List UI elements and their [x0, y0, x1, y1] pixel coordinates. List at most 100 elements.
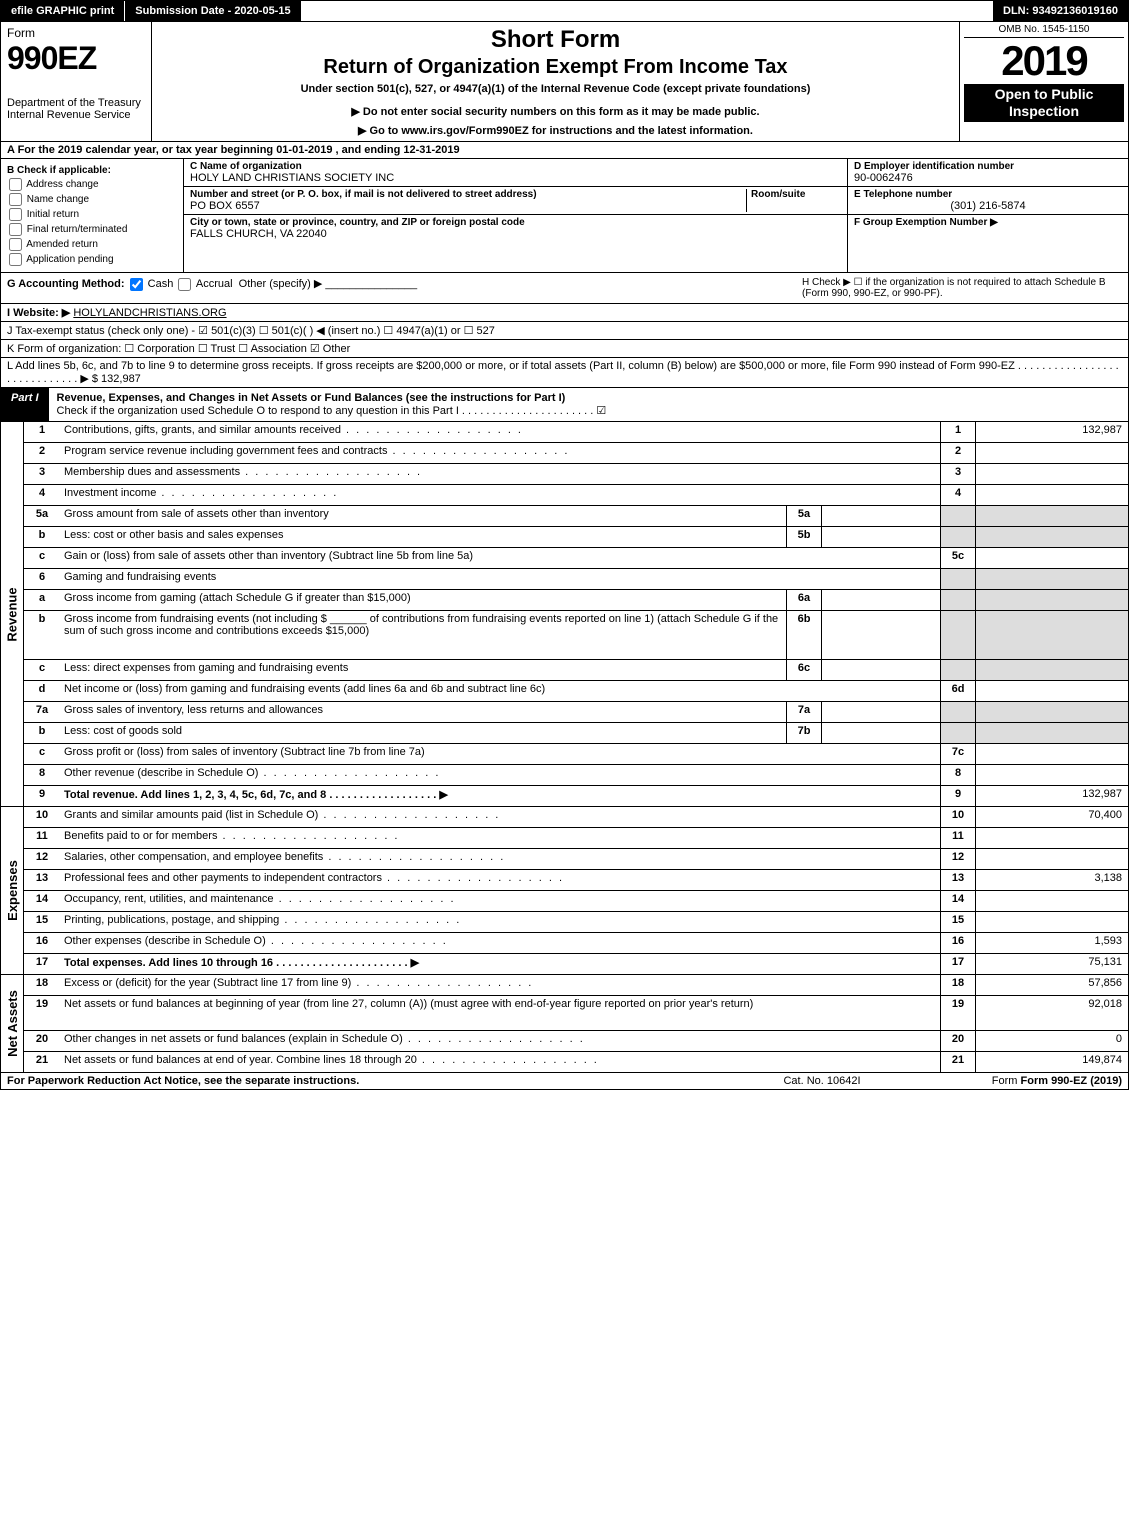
g-accrual-check[interactable]	[178, 278, 191, 291]
name-label: C Name of organization	[190, 161, 841, 172]
section-i: I Website: ▶ HOLYLANDCHRISTIANS.ORG	[0, 304, 1129, 322]
line-7a: 7aGross sales of inventory, less returns…	[24, 702, 1128, 723]
room-label: Room/suite	[751, 189, 841, 200]
netassets-lines: 18Excess or (deficit) for the year (Subt…	[24, 975, 1128, 1072]
org-name: HOLY LAND CHRISTIANS SOCIETY INC	[190, 172, 841, 184]
irs: Internal Revenue Service	[7, 109, 145, 121]
g-cash: Cash	[148, 278, 174, 290]
line-18: 18Excess or (deficit) for the year (Subt…	[24, 975, 1128, 996]
section-f: F Group Exemption Number ▶	[848, 215, 1128, 230]
addr-value: PO BOX 6557	[190, 200, 746, 212]
header-center: Short Form Return of Organization Exempt…	[152, 22, 960, 141]
form-header: Form 990EZ Department of the Treasury In…	[0, 22, 1129, 142]
check-name[interactable]: Name change	[7, 193, 177, 206]
omb-number: OMB No. 1545-1150	[964, 24, 1124, 38]
line-14: 14Occupancy, rent, utilities, and mainte…	[24, 891, 1128, 912]
tax-year: 2019	[964, 40, 1124, 82]
website-value[interactable]: HOLYLANDCHRISTIANS.ORG	[73, 307, 226, 319]
netassets-section: Net Assets 18Excess or (deficit) for the…	[0, 975, 1129, 1073]
line-6a: aGross income from gaming (attach Schedu…	[24, 590, 1128, 611]
ein-value: 90-0062476	[854, 172, 1122, 184]
check-label: Name change	[27, 194, 89, 205]
city-value: FALLS CHURCH, VA 22040	[190, 228, 841, 240]
expenses-lines: 10Grants and similar amounts paid (list …	[24, 807, 1128, 974]
line-6c: cLess: direct expenses from gaming and f…	[24, 660, 1128, 681]
dln-label: DLN: 93492136019160	[993, 1, 1128, 21]
subtitle: Under section 501(c), 527, or 4947(a)(1)…	[160, 83, 951, 95]
row-gh: G Accounting Method: Cash Accrual Other …	[0, 273, 1129, 304]
footer-left: For Paperwork Reduction Act Notice, see …	[7, 1075, 722, 1087]
info-block: B Check if applicable: Address change Na…	[0, 159, 1129, 273]
efile-button[interactable]: efile GRAPHIC print	[1, 1, 125, 21]
line-6d: dNet income or (loss) from gaming and fu…	[24, 681, 1128, 702]
check-pending[interactable]: Application pending	[7, 253, 177, 266]
check-label: Address change	[26, 179, 98, 190]
check-amended[interactable]: Amended return	[7, 238, 177, 251]
check-label: Initial return	[27, 209, 79, 220]
revenue-section: Revenue 1Contributions, gifts, grants, a…	[0, 422, 1129, 807]
line-10: 10Grants and similar amounts paid (list …	[24, 807, 1128, 828]
org-name-row: C Name of organization HOLY LAND CHRISTI…	[184, 159, 847, 187]
line-5a: 5aGross amount from sale of assets other…	[24, 506, 1128, 527]
line-13: 13Professional fees and other payments t…	[24, 870, 1128, 891]
section-k: K Form of organization: ☐ Corporation ☐ …	[0, 340, 1129, 358]
line-8: 8Other revenue (describe in Schedule O)8	[24, 765, 1128, 786]
ein-label: D Employer identification number	[854, 161, 1122, 172]
city-row: City or town, state or province, country…	[184, 215, 847, 242]
line-9: 9Total revenue. Add lines 1, 2, 3, 4, 5c…	[24, 786, 1128, 806]
footer-right: Form Form 990-EZ (2019)	[922, 1075, 1122, 1087]
g-cash-check[interactable]	[130, 278, 143, 291]
submission-date: Submission Date - 2020-05-15	[125, 1, 301, 21]
footer-form: Form 990-EZ (2019)	[1021, 1075, 1122, 1087]
page-footer: For Paperwork Reduction Act Notice, see …	[0, 1073, 1129, 1090]
part-1-header: Part I Revenue, Expenses, and Changes in…	[0, 388, 1129, 422]
info-right: D Employer identification number 90-0062…	[847, 159, 1128, 272]
line-6: 6Gaming and fundraising events	[24, 569, 1128, 590]
check-initial[interactable]: Initial return	[7, 208, 177, 221]
line-5c: cGain or (loss) from sale of assets othe…	[24, 548, 1128, 569]
section-h: H Check ▶ ☐ if the organization is not r…	[802, 277, 1122, 299]
line-3: 3Membership dues and assessments3	[24, 464, 1128, 485]
city-label: City or town, state or province, country…	[190, 217, 841, 228]
i-label: I Website: ▶	[7, 307, 70, 319]
section-l: L Add lines 5b, 6c, and 7b to line 9 to …	[0, 358, 1129, 388]
note-2: ▶ Go to www.irs.gov/Form990EZ for instru…	[160, 124, 951, 137]
short-form-title: Short Form	[160, 26, 951, 54]
section-j: J Tax-exempt status (check only one) - ☑…	[0, 322, 1129, 340]
netassets-label: Net Assets	[1, 975, 24, 1072]
phone-label: E Telephone number	[854, 189, 1122, 200]
expenses-label: Expenses	[1, 807, 24, 974]
addr-row: Number and street (or P. O. box, if mail…	[184, 187, 847, 215]
department: Department of the Treasury	[7, 97, 145, 109]
addr-label: Number and street (or P. O. box, if mail…	[190, 189, 746, 200]
line-17: 17Total expenses. Add lines 10 through 1…	[24, 954, 1128, 974]
line-7c: cGross profit or (loss) from sales of in…	[24, 744, 1128, 765]
section-e: E Telephone number (301) 216-5874	[848, 187, 1128, 215]
open-inspection: Open to Public Inspection	[964, 84, 1124, 122]
part-1-tab: Part I	[1, 388, 49, 421]
section-d: D Employer identification number 90-0062…	[848, 159, 1128, 187]
g-label: G Accounting Method:	[7, 278, 125, 290]
line-19: 19Net assets or fund balances at beginni…	[24, 996, 1128, 1031]
check-label: Amended return	[26, 239, 98, 250]
main-title: Return of Organization Exempt From Incom…	[160, 56, 951, 79]
check-address[interactable]: Address change	[7, 178, 177, 191]
section-g: G Accounting Method: Cash Accrual Other …	[7, 277, 772, 299]
line-21: 21Net assets or fund balances at end of …	[24, 1052, 1128, 1072]
check-final[interactable]: Final return/terminated	[7, 223, 177, 236]
group-label: F Group Exemption Number ▶	[854, 217, 1122, 228]
line-1: 1Contributions, gifts, grants, and simil…	[24, 422, 1128, 443]
section-c: C Name of organization HOLY LAND CHRISTI…	[184, 159, 847, 272]
row-a: A For the 2019 calendar year, or tax yea…	[0, 142, 1129, 159]
header-right: OMB No. 1545-1150 2019 Open to Public In…	[960, 22, 1128, 141]
revenue-label: Revenue	[1, 422, 24, 806]
check-label: Application pending	[26, 254, 113, 265]
expenses-section: Expenses 10Grants and similar amounts pa…	[0, 807, 1129, 975]
spacer	[302, 1, 993, 21]
header-left: Form 990EZ Department of the Treasury In…	[1, 22, 152, 141]
line-11: 11Benefits paid to or for members11	[24, 828, 1128, 849]
line-4: 4Investment income4	[24, 485, 1128, 506]
top-bar: efile GRAPHIC print Submission Date - 20…	[0, 0, 1129, 22]
line-7b: bLess: cost of goods sold7b	[24, 723, 1128, 744]
form-number: 990EZ	[7, 40, 145, 77]
